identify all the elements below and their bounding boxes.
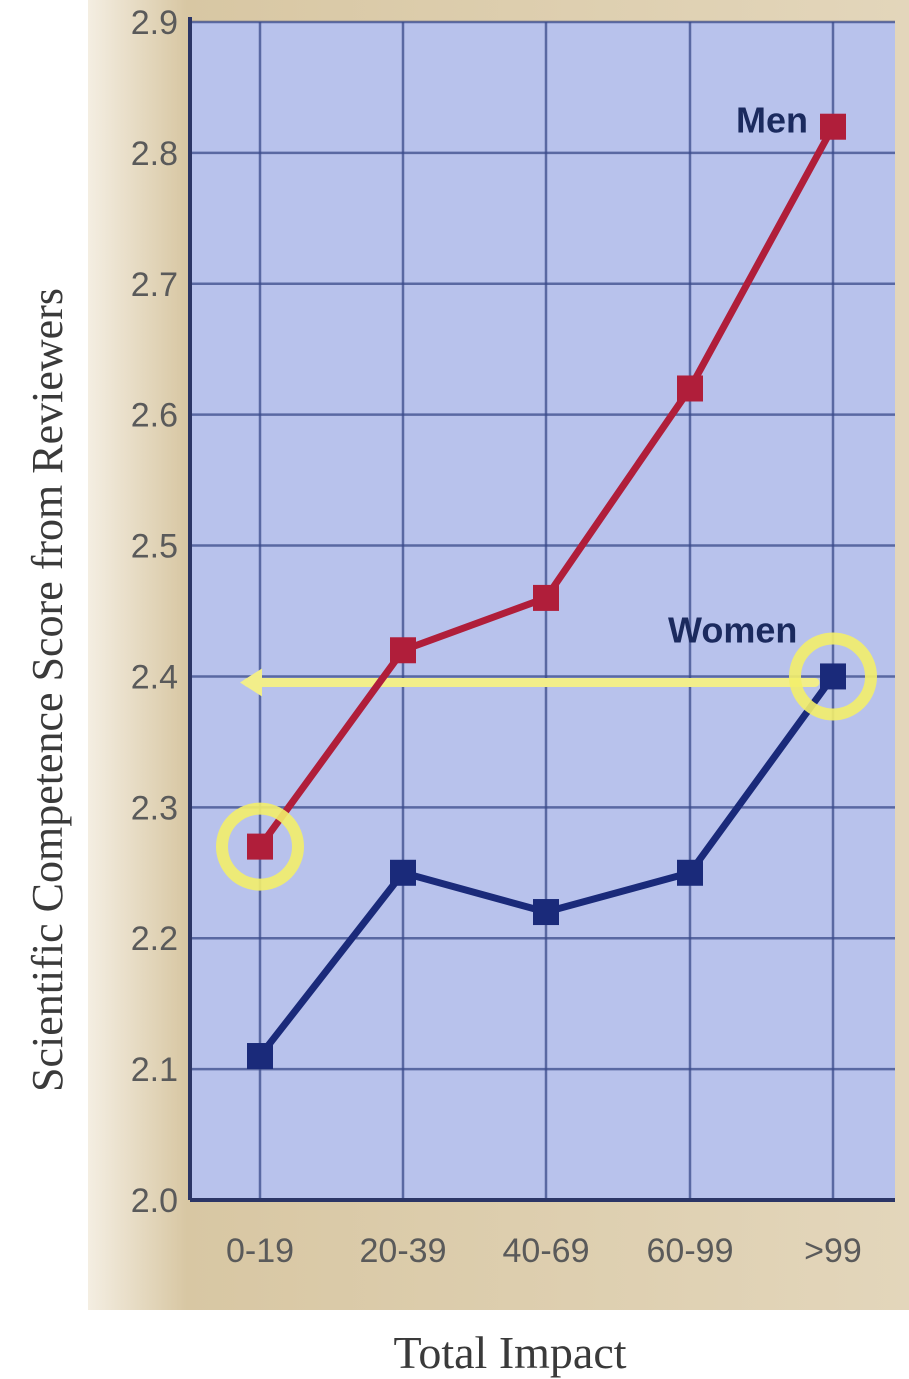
data-point-women bbox=[533, 899, 559, 926]
series-label-women: Women bbox=[668, 609, 797, 650]
plot-area bbox=[190, 22, 895, 1200]
y-tick-label: 2.7 bbox=[131, 266, 178, 304]
y-tick-label: 2.1 bbox=[131, 1051, 178, 1089]
y-tick-label: 2.5 bbox=[131, 528, 178, 566]
x-tick-label: 60-99 bbox=[647, 1232, 734, 1270]
series-layer: Men Women bbox=[216, 100, 877, 1070]
data-point-women bbox=[820, 663, 846, 690]
y-axis-title: Scientific Competence Score from Reviewe… bbox=[23, 288, 72, 1092]
grid bbox=[190, 20, 895, 1202]
y-tick-label: 2.6 bbox=[131, 397, 178, 435]
x-tick-label: >99 bbox=[804, 1232, 862, 1270]
data-point-men bbox=[533, 584, 559, 611]
highlight-circle bbox=[789, 632, 877, 721]
series-label-men: Men bbox=[736, 100, 808, 141]
y-tick-label: 2.4 bbox=[131, 658, 178, 696]
x-axis-title: Total Impact bbox=[393, 1327, 626, 1378]
reference-arrowhead bbox=[240, 668, 262, 697]
data-point-women bbox=[677, 859, 703, 886]
y-tick-label: 2.2 bbox=[131, 920, 178, 958]
axes bbox=[188, 17, 895, 1202]
x-tick-label: 20-39 bbox=[360, 1232, 447, 1270]
data-point-men bbox=[677, 375, 703, 402]
data-point-men bbox=[820, 113, 846, 140]
y-tick-label: 2.8 bbox=[131, 135, 178, 173]
data-point-women bbox=[390, 859, 416, 886]
y-tick-label: 2.9 bbox=[131, 4, 178, 42]
y-tick-label: 2.3 bbox=[131, 789, 178, 827]
highlight-circle bbox=[216, 802, 304, 891]
reference-line-layer bbox=[240, 668, 820, 697]
x-tick-label: 0-19 bbox=[226, 1232, 294, 1270]
x-tick-label: 40-69 bbox=[503, 1232, 590, 1270]
data-point-men bbox=[390, 637, 416, 664]
data-point-women bbox=[247, 1043, 273, 1070]
tick-labels: 2.0 2.1 2.2 2.3 2.4 2.5 2.6 2.7 2.8 2.9 0-19 20-39 4… bbox=[131, 4, 862, 1270]
data-point-men bbox=[247, 833, 273, 860]
y-tick-label: 2.0 bbox=[131, 1182, 178, 1220]
